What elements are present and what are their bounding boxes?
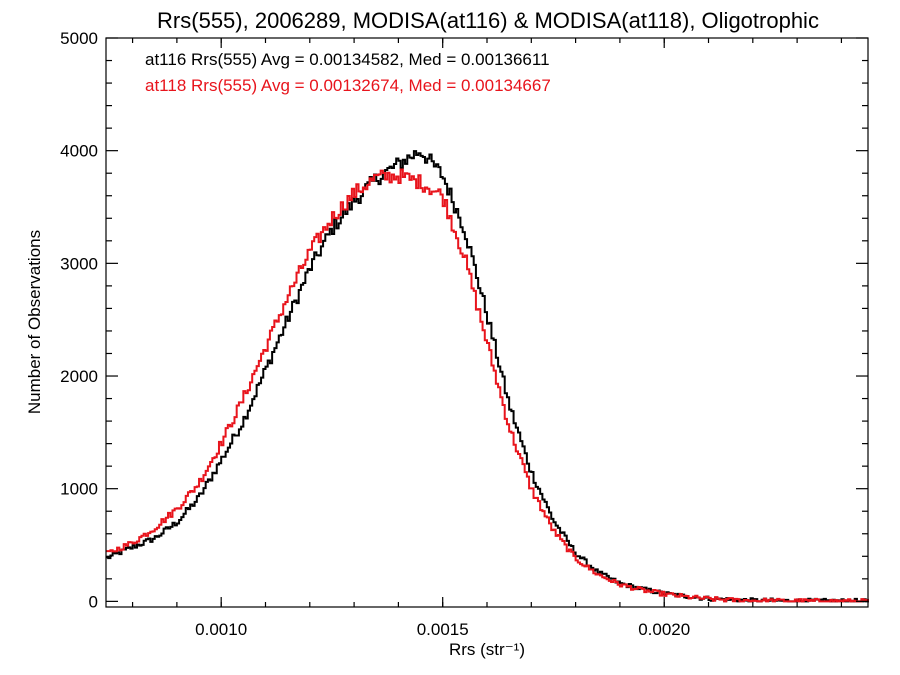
series-layer [106,150,869,603]
y-tick-label: 2000 [60,367,98,386]
x-tick-label: 0.0010 [195,620,247,639]
x-tick-label: 0.0015 [417,620,469,639]
y-tick-label: 4000 [60,142,98,161]
y-tick-label: 5000 [60,29,98,48]
y-tick-label: 3000 [60,254,98,273]
chart-title: Rrs(555), 2006289, MODISA(at116) & MODIS… [157,8,819,33]
tick-layer: 0.0010 0.0015 0.0020 0 1000 2000 3000 4000 5000 [60,29,868,639]
legend: at116 Rrs(555) Avg = 0.00134582, Med = 0… [145,50,551,95]
series-at118-histogram [106,168,869,603]
legend-entry-at118: at118 Rrs(555) Avg = 0.00132674, Med = 0… [145,76,551,95]
legend-entry-at116: at116 Rrs(555) Avg = 0.00134582, Med = 0… [145,50,550,69]
x-axis-label: Rrs (str⁻¹) [449,640,525,659]
series-at116-histogram [106,150,869,603]
y-tick-label: 1000 [60,480,98,499]
y-tick-label: 0 [89,592,98,611]
x-tick-label: 0.0020 [638,620,690,639]
y-axis-label: Number of Observations [25,230,44,414]
